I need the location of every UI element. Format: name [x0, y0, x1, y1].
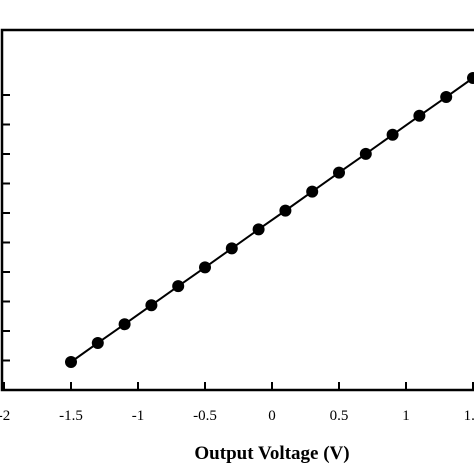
data-point	[91, 336, 104, 349]
data-point	[225, 242, 238, 255]
data-point	[306, 185, 319, 198]
x-tick-labels: -2 -1.5 -1 -0.5 0 0.5 1 1.5	[0, 408, 474, 424]
y-axis-ticks	[2, 94, 10, 391]
x-tick-label: 1	[402, 408, 410, 424]
data-point	[118, 318, 131, 331]
x-tick-label: 0.5	[330, 408, 349, 424]
data-point	[359, 147, 372, 160]
x-tick-label: -2	[0, 408, 10, 424]
plot-frame	[0, 28, 474, 392]
x-tick-label: 1.5	[464, 408, 474, 424]
data-point	[252, 223, 265, 236]
x-axis-ticks	[3, 382, 474, 390]
data-point	[199, 261, 211, 274]
data-point	[172, 280, 185, 293]
data-point	[65, 356, 77, 368]
x-tick-label: -0.5	[193, 408, 217, 424]
x-tick-label: -1.5	[59, 408, 83, 424]
data-point	[413, 109, 426, 122]
series-line	[70, 77, 474, 363]
series-points	[65, 72, 474, 368]
data-point	[440, 91, 453, 104]
data-point	[145, 299, 158, 312]
x-tick-label: 0	[268, 408, 276, 424]
data-point	[386, 128, 399, 141]
data-point	[333, 166, 345, 179]
x-tick-label: -1	[132, 408, 145, 424]
x-axis-title: Output Voltage (V)	[194, 443, 349, 464]
data-point	[279, 204, 292, 217]
data-point	[467, 72, 474, 84]
